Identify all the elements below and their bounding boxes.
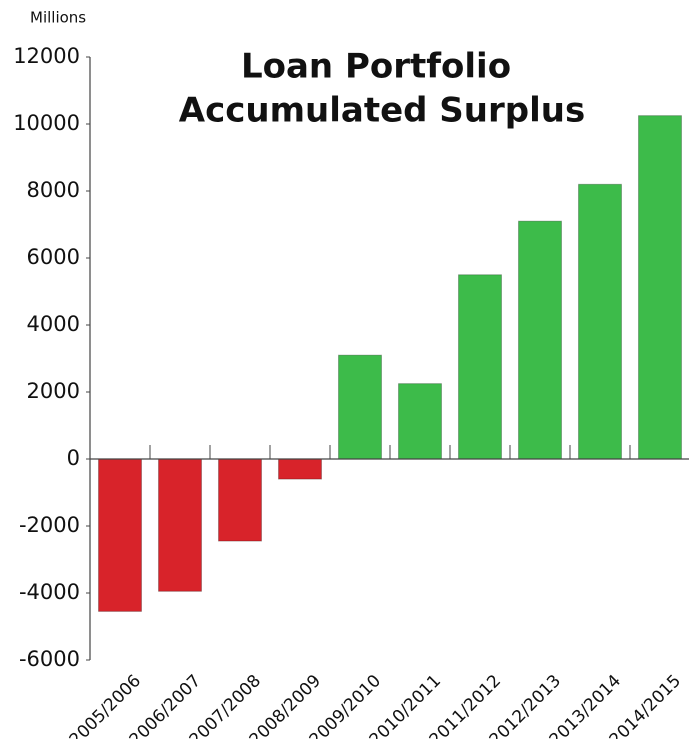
chart-title: Accumulated Surplus [179,91,585,131]
bar [578,183,622,460]
y-tick-label: -6000 [19,647,80,671]
y-tick-label: 12000 [13,44,80,68]
bar [158,458,202,592]
bar [338,354,382,460]
y-tick-label: 0 [67,446,80,470]
bar [278,458,322,480]
y-tick-label: 10000 [13,111,80,135]
chart-title: Loan Portfolio [241,47,511,87]
y-tick-label: 6000 [27,245,80,269]
bar [638,115,682,460]
bar [98,458,142,612]
y-tick-label: 8000 [27,178,80,202]
y-tick-label: 4000 [27,312,80,336]
y-tick-label: -4000 [19,580,80,604]
y-tick-label: 2000 [27,379,80,403]
bar [398,383,442,460]
bar [458,274,502,460]
y-tick-label: -2000 [19,513,80,537]
bar [518,220,562,460]
bar [218,458,262,542]
y-axis-label: Millions [30,9,86,27]
